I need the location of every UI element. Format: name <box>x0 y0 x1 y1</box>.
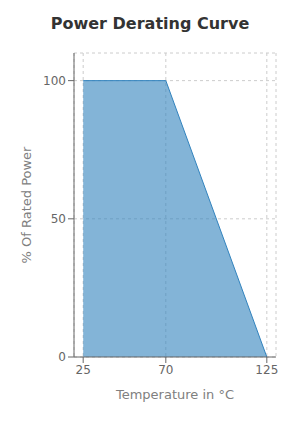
svg-text:Temperature in °C: Temperature in °C <box>115 387 234 402</box>
svg-text:125: 125 <box>255 363 278 377</box>
svg-text:0: 0 <box>58 350 66 364</box>
html-text:Power Derating Curve: Power Derating Curve <box>50 14 250 33</box>
svg-text:70: 70 <box>158 363 173 377</box>
svg-text:% Of Rated Power: % Of Rated Power <box>19 146 34 264</box>
svg-text:100: 100 <box>43 74 66 88</box>
svg-text:50: 50 <box>51 212 66 226</box>
svg-text:25: 25 <box>76 363 91 377</box>
